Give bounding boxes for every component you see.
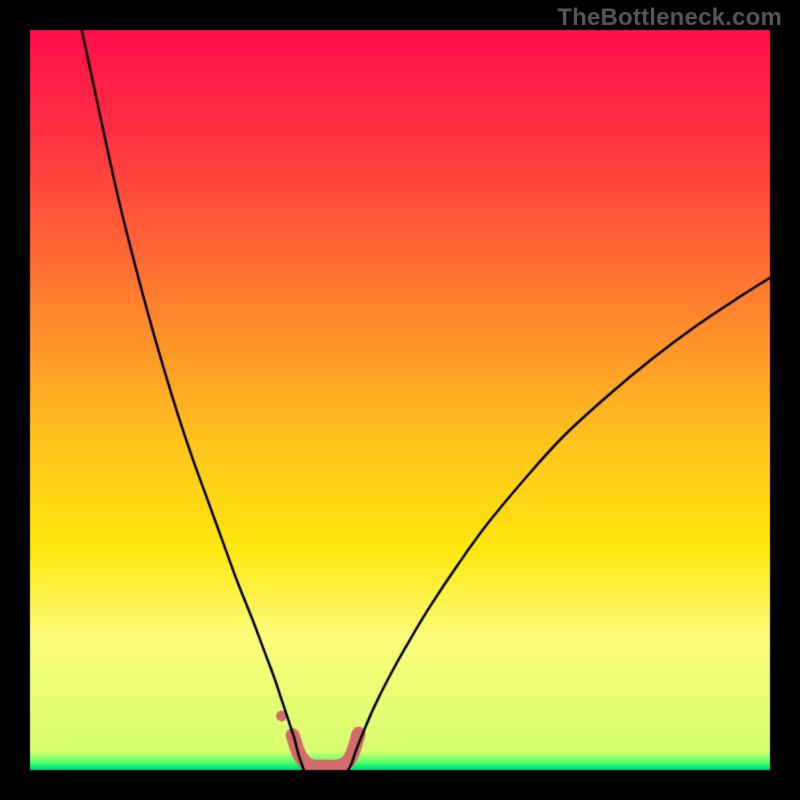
bottleneck-chart-canvas — [0, 0, 800, 800]
watermark-label: TheBottleneck.com — [557, 4, 782, 32]
